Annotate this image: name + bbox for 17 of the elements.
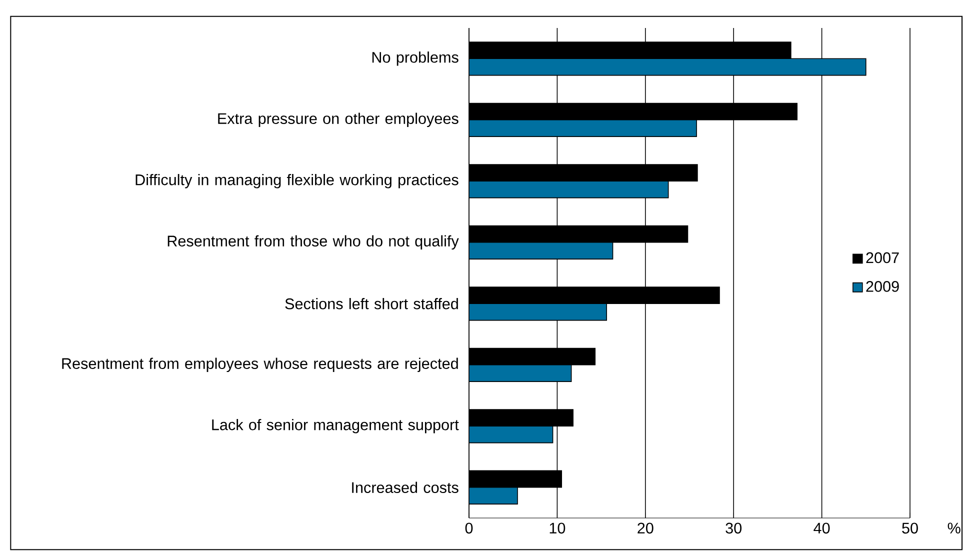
y-tick-label: Resentment from those who do not qualify xyxy=(168,235,459,250)
y-tick-label: Difficulty in managing flexible working practices xyxy=(136,174,458,188)
y-tick-label: Sections left short staffed xyxy=(285,298,458,310)
y-tick-label: Increased costs xyxy=(352,482,458,494)
legend-label: 2007 xyxy=(866,252,899,264)
legend-label: 2009 xyxy=(866,281,899,292)
y-tick-label: Lack of senior management support xyxy=(212,418,459,434)
x-axis-title: % xyxy=(948,522,960,534)
x-tick-label: 0 xyxy=(465,522,473,534)
x-tick-label: 10 xyxy=(550,522,566,534)
y-tick-label: Resentment from employees whose requests are rejected xyxy=(62,358,458,372)
y-tick-label: Extra pressure on other employees xyxy=(218,112,458,128)
y-tick-label: No problems xyxy=(372,52,458,66)
x-tick-label: 20 xyxy=(638,522,654,534)
x-tick-label: 40 xyxy=(814,522,830,534)
x-tick-label: 50 xyxy=(902,522,918,534)
x-tick-label: 30 xyxy=(726,522,742,534)
